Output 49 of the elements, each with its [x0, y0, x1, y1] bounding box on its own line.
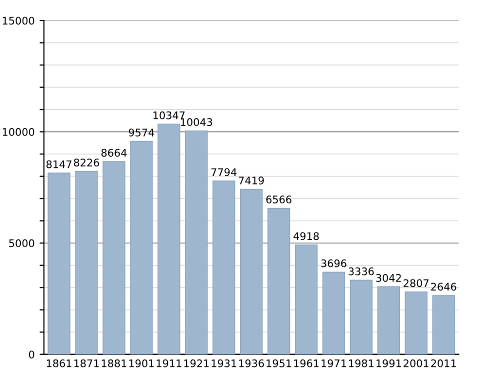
x-tick-label: 1991	[376, 359, 401, 368]
data-label: 3042	[376, 274, 401, 282]
bar	[377, 286, 400, 354]
data-label: 8147	[46, 160, 72, 168]
bar	[130, 140, 153, 354]
x-tick-label: 1981	[349, 359, 374, 368]
x-tick-label: 1951	[266, 359, 292, 368]
bar	[185, 130, 208, 354]
data-label: 6566	[266, 196, 292, 204]
bar	[322, 272, 346, 354]
y-tick-label: 15000	[2, 16, 34, 25]
bar	[158, 124, 180, 354]
y-tick-label: 5000	[9, 239, 34, 248]
bar	[212, 180, 236, 354]
y-tick-label: 10000	[2, 128, 34, 136]
data-label: 10347	[153, 111, 185, 120]
bar	[48, 172, 70, 354]
bar	[404, 292, 428, 354]
bar	[350, 280, 373, 354]
x-tick-label: 1901	[129, 359, 154, 368]
bar	[102, 161, 126, 354]
data-label: 4918	[294, 232, 319, 240]
data-label: 3696	[321, 259, 346, 268]
x-tick-label: 1971	[322, 359, 346, 368]
bar	[294, 244, 318, 354]
data-label: 7419	[238, 176, 264, 184]
data-label: 7794	[211, 168, 237, 176]
data-label: 9574	[128, 128, 154, 136]
data-label: 10043	[180, 118, 212, 126]
x-tick-label: 1936	[239, 359, 264, 368]
bar	[240, 188, 263, 354]
bar	[432, 295, 455, 354]
data-label: 2807	[404, 279, 429, 288]
data-label: 8664	[101, 148, 127, 157]
data-label: 2646	[431, 282, 456, 291]
y-tick-label: 0	[28, 350, 34, 358]
bar	[267, 208, 290, 354]
x-tick-label: 1931	[212, 359, 236, 368]
x-tick-label: 2001	[404, 359, 428, 368]
x-tick-label: 1881	[102, 359, 126, 368]
x-tick-label: 1871	[74, 359, 99, 368]
data-label: 3336	[348, 267, 374, 276]
x-tick-label: 1911	[156, 359, 182, 368]
bar	[75, 170, 98, 354]
data-label: 8226	[74, 158, 100, 166]
x-tick-label: 1961	[294, 359, 319, 368]
x-tick-label: 2011	[431, 359, 456, 368]
x-tick-label: 1921	[184, 359, 209, 368]
x-tick-label: 1861	[46, 359, 72, 368]
